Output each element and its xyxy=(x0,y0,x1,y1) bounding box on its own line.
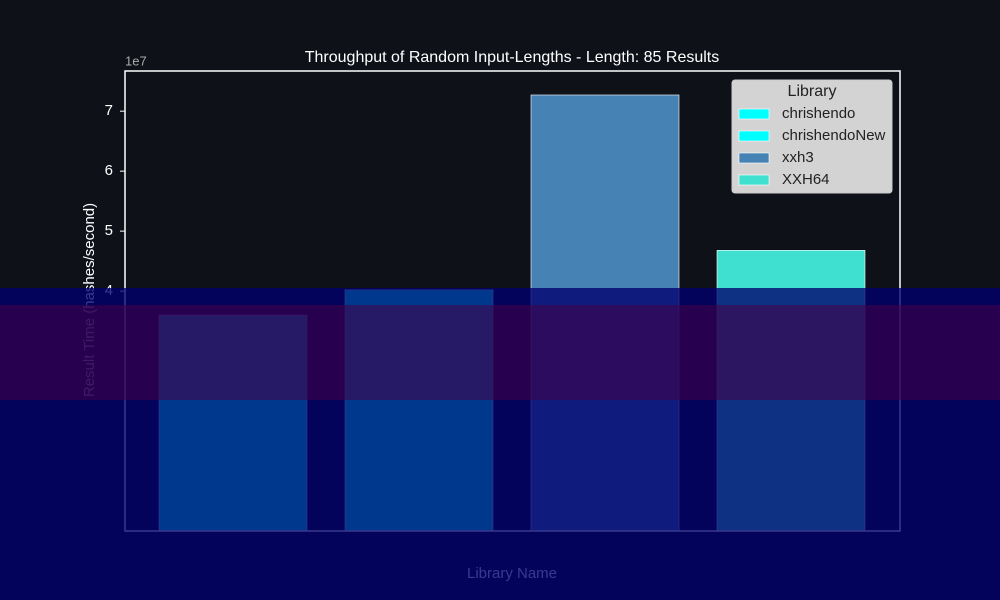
legend-swatch xyxy=(738,108,770,120)
legend-swatch xyxy=(738,152,770,164)
chart-title: Throughput of Random Input-Lengths - Len… xyxy=(305,49,719,66)
legend-label: chrishendoNew xyxy=(782,127,886,144)
glitch-band xyxy=(0,305,1000,400)
y-offset-label: 1e7 xyxy=(125,53,147,68)
legend-box xyxy=(731,79,893,194)
y-tick-label: 6 xyxy=(105,162,113,179)
legend-title: Library xyxy=(788,83,837,100)
y-tick-label: 7 xyxy=(105,102,113,119)
legend: Library chrishendo chrishendoNew xxh3 XXH64 xyxy=(731,79,893,194)
legend-swatch xyxy=(738,174,770,186)
y-tick-label: 5 xyxy=(105,222,113,239)
legend-label: chrishendo xyxy=(782,105,855,122)
legend-label: xxh3 xyxy=(782,149,814,166)
legend-label: XXH64 xyxy=(782,171,830,188)
legend-swatch xyxy=(738,130,770,142)
